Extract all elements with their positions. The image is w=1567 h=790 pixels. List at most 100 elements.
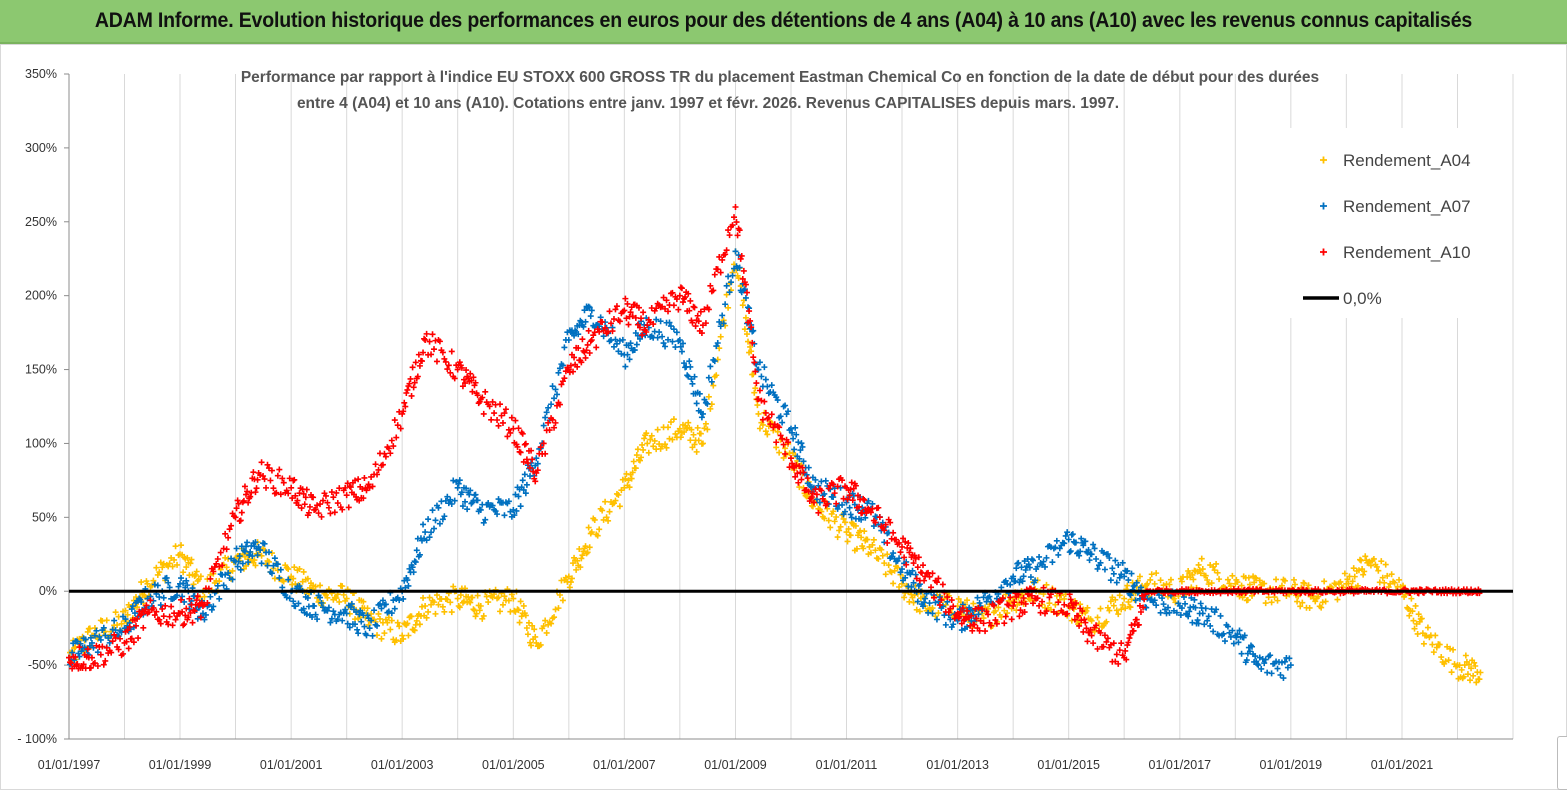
data-point bbox=[291, 476, 298, 483]
data-point bbox=[183, 605, 190, 612]
data-point bbox=[166, 584, 173, 591]
data-point bbox=[312, 611, 319, 618]
data-point bbox=[710, 382, 717, 389]
data-point bbox=[975, 604, 982, 611]
data-point bbox=[533, 455, 540, 462]
data-point bbox=[899, 566, 906, 573]
sheet-scroll-tab[interactable] bbox=[1557, 736, 1567, 790]
data-point bbox=[202, 611, 209, 618]
data-point bbox=[870, 523, 877, 530]
data-point bbox=[1460, 673, 1467, 680]
data-point bbox=[762, 428, 769, 435]
data-point bbox=[622, 475, 629, 482]
data-point bbox=[985, 611, 992, 618]
data-point bbox=[1349, 578, 1356, 585]
data-point bbox=[792, 473, 799, 480]
data-point bbox=[912, 555, 919, 562]
data-point bbox=[1011, 599, 1018, 606]
data-point bbox=[531, 626, 538, 633]
data-point bbox=[921, 577, 928, 584]
data-point bbox=[396, 597, 403, 604]
data-point bbox=[445, 500, 452, 507]
data-point bbox=[910, 579, 917, 586]
data-point bbox=[1123, 656, 1130, 663]
data-point bbox=[992, 607, 999, 614]
data-point bbox=[707, 363, 714, 370]
data-point bbox=[405, 632, 412, 639]
data-point bbox=[779, 435, 786, 442]
data-point bbox=[423, 537, 430, 544]
data-point bbox=[581, 307, 588, 314]
data-point bbox=[741, 286, 748, 293]
data-point bbox=[1113, 579, 1120, 586]
data-point bbox=[578, 555, 585, 562]
data-point bbox=[343, 610, 350, 617]
data-point bbox=[309, 614, 316, 621]
data-point bbox=[774, 397, 781, 404]
data-point bbox=[191, 608, 198, 615]
data-point bbox=[743, 289, 750, 296]
data-point bbox=[429, 507, 436, 514]
data-point bbox=[394, 422, 401, 429]
data-point bbox=[489, 502, 496, 509]
data-point bbox=[761, 398, 768, 405]
data-point bbox=[586, 349, 593, 356]
data-point bbox=[551, 395, 558, 402]
data-point bbox=[588, 337, 595, 343]
data-point bbox=[644, 322, 651, 329]
data-point bbox=[1010, 603, 1017, 609]
data-point bbox=[299, 578, 306, 585]
data-point bbox=[717, 333, 724, 340]
data-point bbox=[301, 501, 308, 508]
data-point bbox=[920, 562, 927, 569]
data-point bbox=[907, 545, 914, 552]
data-point bbox=[482, 388, 489, 395]
data-point bbox=[852, 482, 859, 489]
data-point bbox=[324, 499, 331, 506]
data-point bbox=[194, 615, 201, 622]
data-point bbox=[1416, 618, 1423, 625]
data-point bbox=[268, 550, 275, 557]
data-point bbox=[736, 227, 743, 234]
data-point bbox=[345, 504, 352, 511]
data-point bbox=[312, 506, 319, 513]
data-point bbox=[189, 619, 196, 626]
data-point bbox=[1301, 580, 1308, 587]
data-point bbox=[499, 419, 506, 426]
data-point bbox=[705, 306, 712, 313]
data-point bbox=[134, 604, 141, 611]
data-point bbox=[519, 477, 526, 484]
data-point bbox=[471, 607, 478, 614]
data-point bbox=[492, 508, 499, 515]
data-point bbox=[1008, 616, 1015, 623]
data-point bbox=[1061, 601, 1068, 608]
data-point bbox=[467, 599, 474, 606]
data-point bbox=[726, 289, 733, 296]
data-point bbox=[334, 500, 341, 507]
data-point bbox=[1066, 549, 1073, 556]
data-point bbox=[610, 316, 617, 323]
data-point bbox=[747, 317, 754, 324]
data-point bbox=[704, 426, 711, 433]
data-point bbox=[399, 632, 406, 639]
data-point bbox=[831, 518, 838, 525]
data-point bbox=[1384, 572, 1391, 579]
data-point bbox=[214, 582, 221, 589]
data-point bbox=[1442, 658, 1449, 665]
data-point bbox=[250, 469, 257, 476]
data-point bbox=[839, 501, 846, 508]
data-point bbox=[1337, 578, 1344, 585]
data-point bbox=[575, 345, 582, 352]
data-point bbox=[290, 598, 297, 605]
data-point bbox=[1204, 577, 1211, 583]
data-point bbox=[125, 645, 132, 652]
data-point bbox=[739, 275, 746, 282]
data-point bbox=[914, 598, 921, 605]
data-point bbox=[878, 546, 885, 553]
data-point bbox=[676, 425, 683, 432]
data-point bbox=[667, 419, 674, 426]
data-point bbox=[745, 338, 752, 345]
data-point bbox=[872, 547, 879, 554]
data-point bbox=[858, 534, 865, 541]
data-point bbox=[327, 510, 334, 517]
